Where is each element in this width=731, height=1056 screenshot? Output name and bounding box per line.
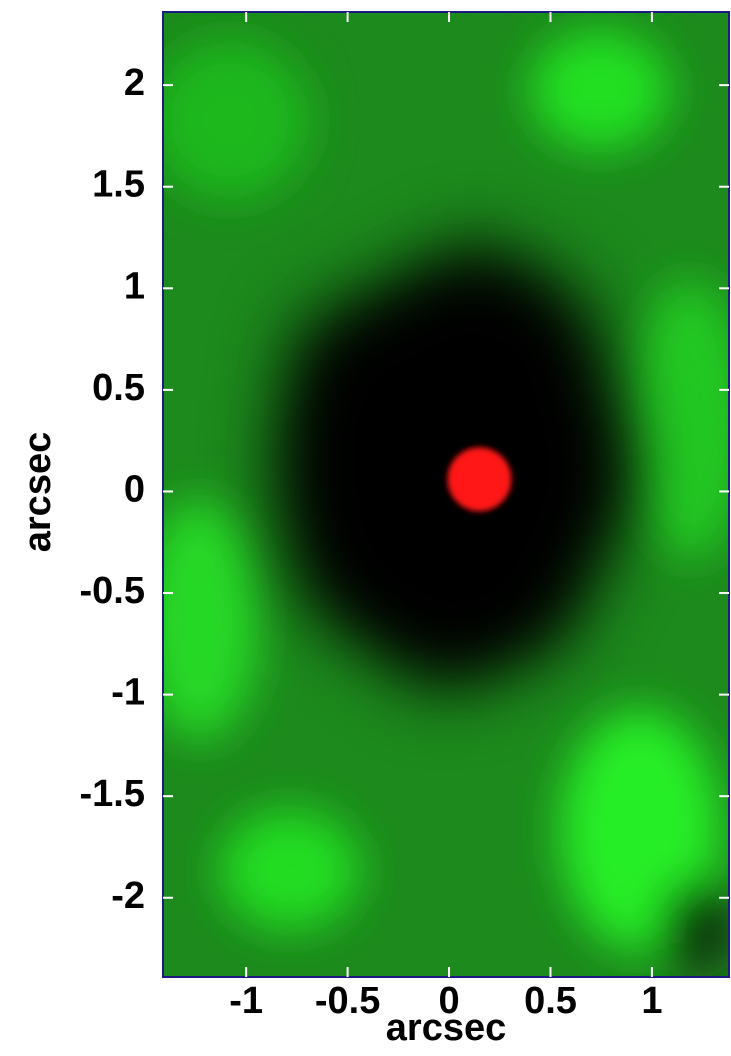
x-tick-label: 0.5 — [524, 980, 577, 1022]
y-tick-label: -1.5 — [80, 773, 145, 815]
y-tick-label: 2 — [124, 62, 145, 104]
y-axis-label: arcsec — [17, 432, 59, 552]
y-tick-label: 1.5 — [92, 164, 145, 206]
y-tick-label: -0.5 — [80, 570, 145, 612]
y-tick-label: 0.5 — [92, 367, 145, 409]
x-axis-label: arcsec — [386, 1007, 506, 1049]
x-tick-label: 0 — [438, 980, 459, 1022]
x-tick-label: -1 — [229, 980, 263, 1022]
y-tick-label: 1 — [124, 265, 145, 307]
y-tick-label: -2 — [111, 875, 145, 917]
y-tick-label: 0 — [124, 468, 145, 510]
plot-frame — [162, 11, 730, 978]
marker — [447, 447, 512, 512]
x-tick-label: 1 — [641, 980, 662, 1022]
x-tick-label: -0.5 — [315, 980, 380, 1022]
y-tick-label: -1 — [111, 672, 145, 714]
image-background — [163, 12, 729, 977]
